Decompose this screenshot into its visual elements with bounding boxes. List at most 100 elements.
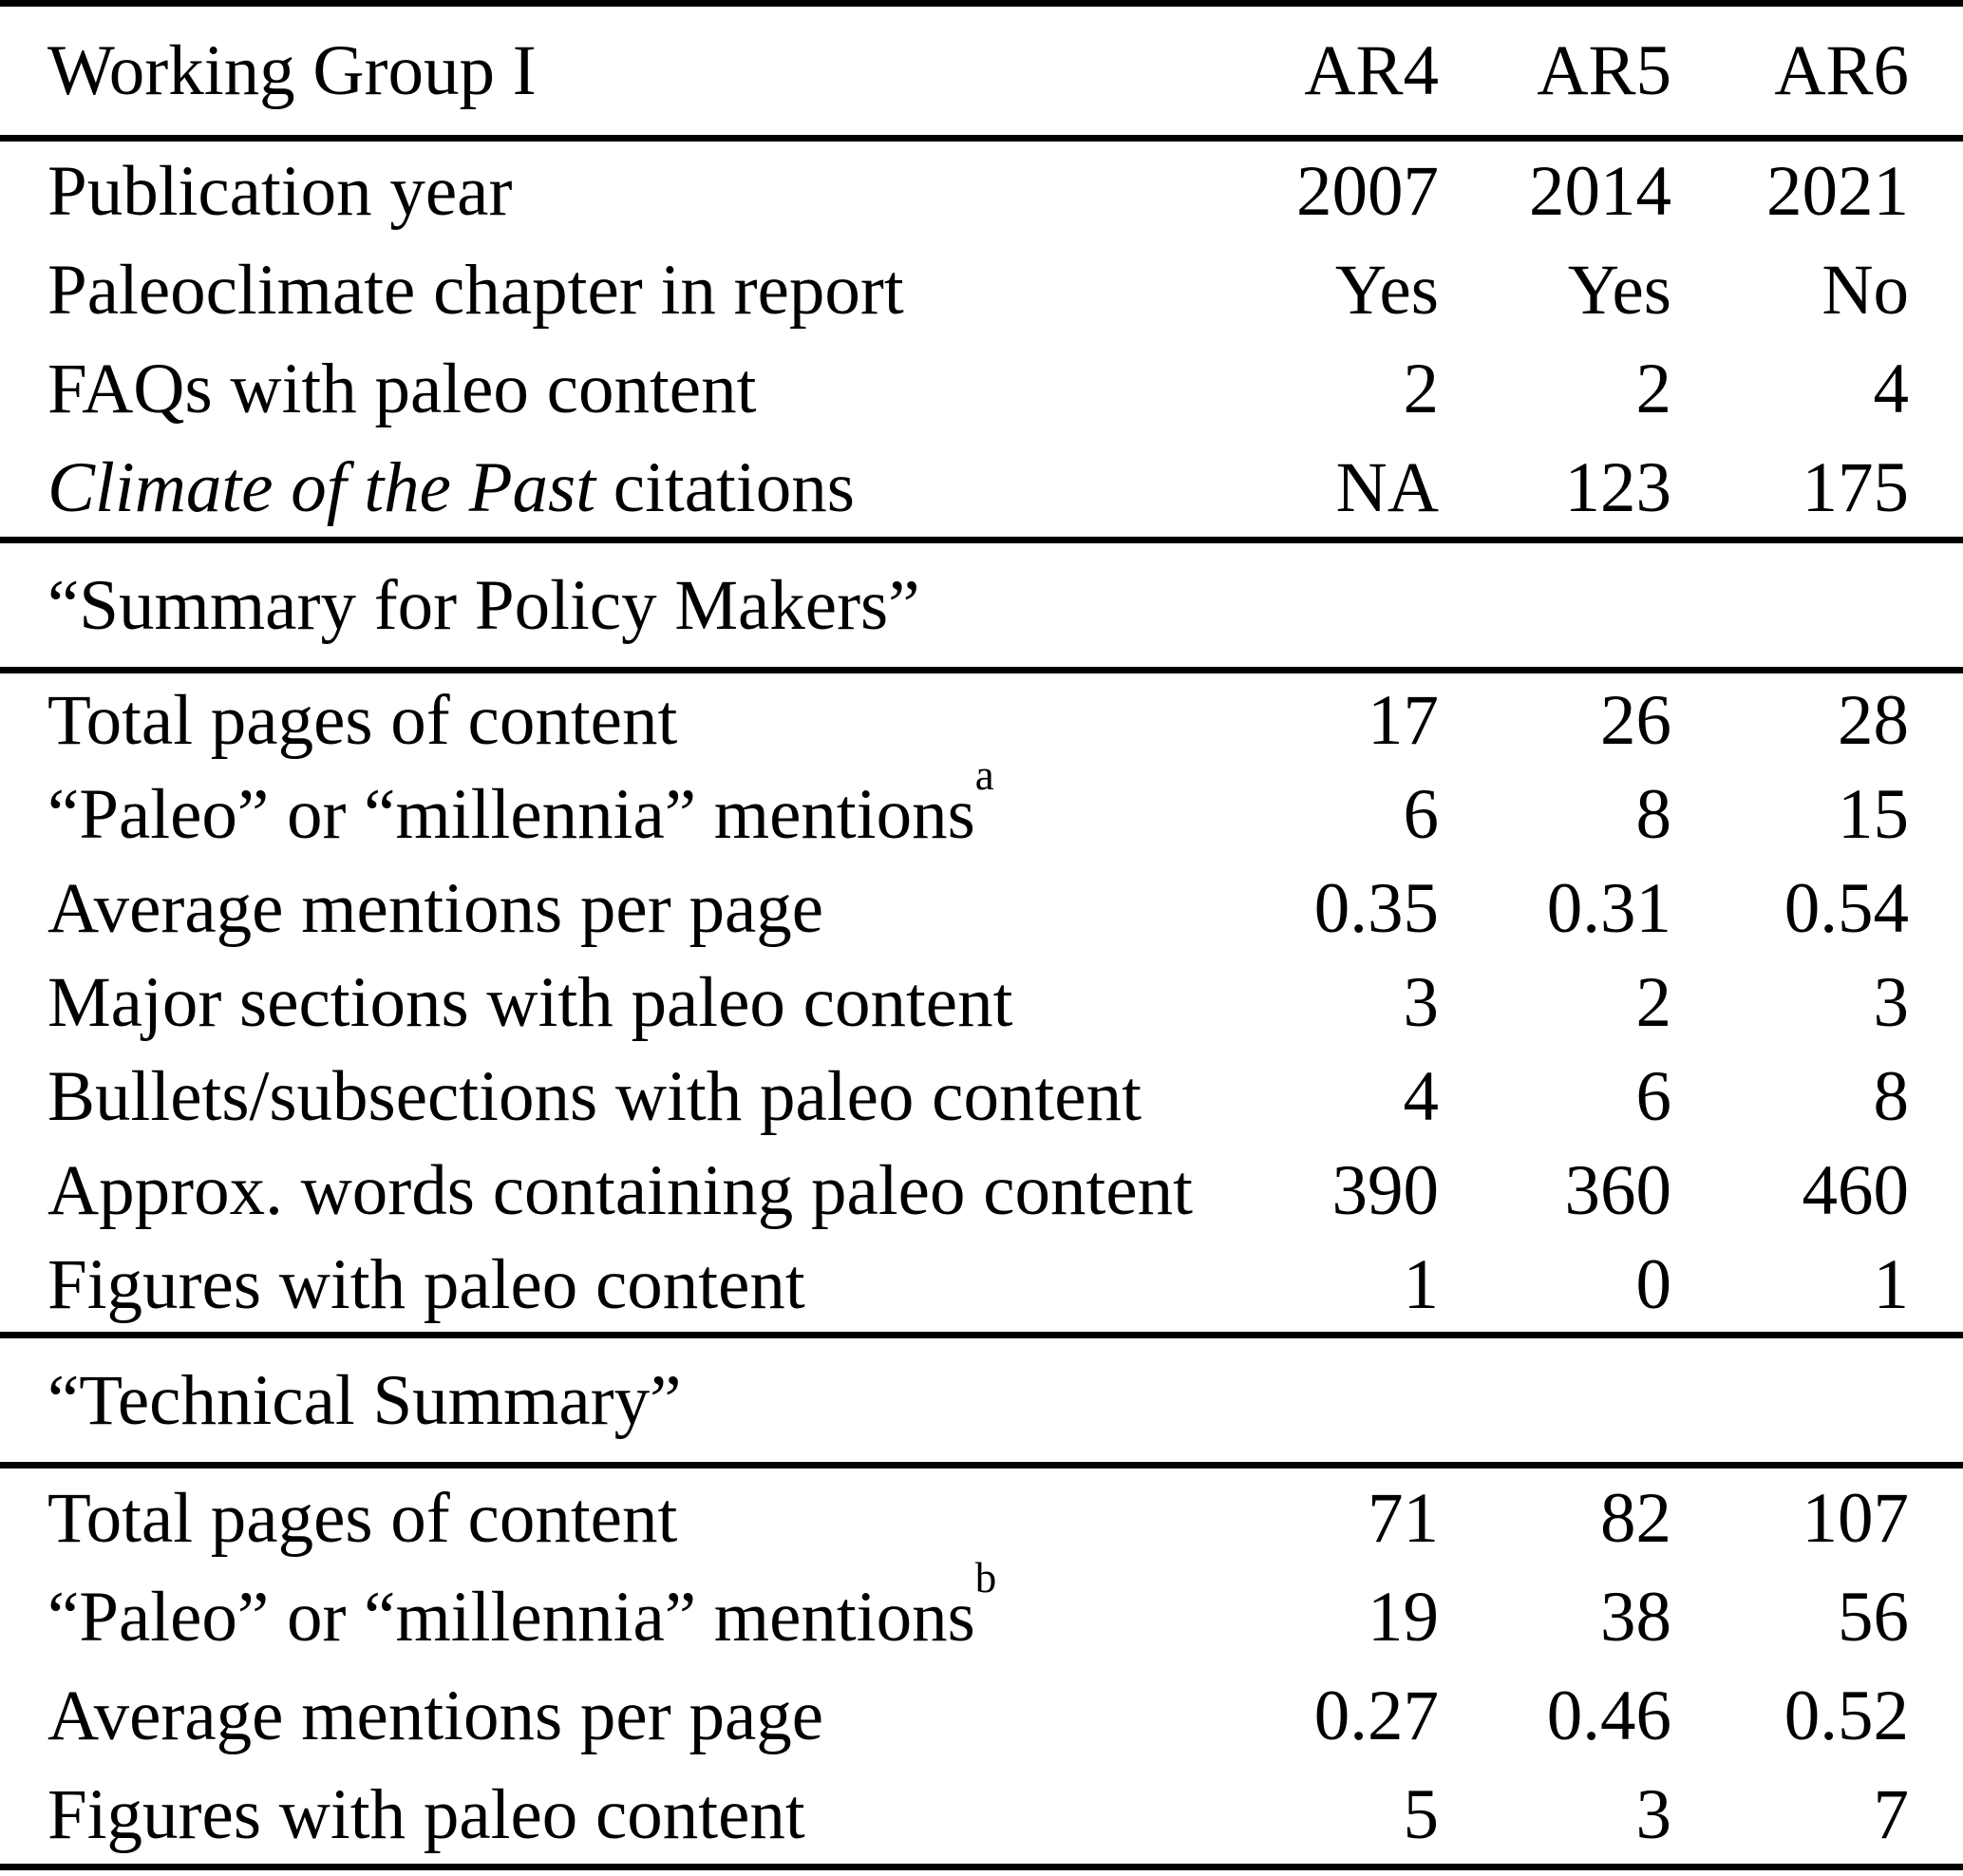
section-title: “Technical Summary”: [0, 1332, 1963, 1469]
table-row: Figures with paleo content 5 3 7: [0, 1765, 1963, 1867]
cell-value: 6: [1403, 775, 1440, 854]
row-label-text: Approx. words containing paleo content: [47, 1151, 1193, 1230]
row-label-text: Major sections with paleo content: [47, 963, 1013, 1042]
cell-value: 8: [1873, 1057, 1910, 1136]
column-header-ar4: AR4: [1205, 3, 1439, 142]
cell-value: Yes: [1567, 250, 1671, 330]
row-label: Climate of the Past citations: [0, 438, 1205, 540]
cell-value: 2007: [1296, 151, 1439, 231]
row-label-text: FAQs with paleo content: [47, 349, 757, 428]
cell-value: 2: [1635, 349, 1672, 428]
footnote-marker: b: [974, 1553, 997, 1601]
cell-value: 2021: [1766, 151, 1909, 231]
cell-value: 0.27: [1313, 1676, 1439, 1755]
row-label-text: Total pages of content: [47, 1478, 678, 1558]
row-label: Major sections with paleo content: [0, 956, 1205, 1050]
cell-value: 0.46: [1546, 1676, 1671, 1755]
cell-value: 0.31: [1546, 869, 1671, 948]
table-row: Average mentions per page 0.27 0.46 0.52: [0, 1666, 1963, 1765]
table-body: Publication year 2007 2 0 1 4 2021 Paleoclimate…: [0, 139, 1963, 1867]
row-label-text: citations: [595, 447, 855, 527]
section-row: “Summary for Policy Makers”: [0, 537, 1963, 673]
row-label-text: Figures with paleo content: [47, 1245, 805, 1324]
cell-value: 0.52: [1784, 1676, 1909, 1755]
row-label: Approx. words containing paleo content: [0, 1144, 1205, 1238]
row-label-text: “Paleo” or “millennia” mentions: [47, 1577, 975, 1657]
cell-value: 5: [1403, 1774, 1440, 1854]
table-row: FAQs with paleo content 2 2 4: [0, 339, 1963, 438]
cell-value: 2: [1403, 349, 1440, 428]
cell-value: 15: [1838, 775, 1909, 854]
cell-value: Yes: [1334, 250, 1439, 330]
row-label: Figures with paleo content: [0, 1765, 1205, 1867]
cell-value: 4: [1873, 349, 1910, 428]
table-row: Total pages of content 71 82 107: [0, 1466, 1963, 1568]
cell-value: 3: [1403, 963, 1440, 1042]
cell-value: 2: [1635, 963, 1672, 1042]
cell-value: 6: [1635, 1057, 1672, 1136]
cell-value: 0.35: [1313, 869, 1439, 948]
cell-value: 123: [1564, 447, 1672, 527]
row-label: Total pages of content: [0, 1466, 1205, 1568]
section-row: “Technical Summary”: [0, 1332, 1963, 1469]
row-label-text: Paleoclimate chapter in report: [47, 250, 904, 330]
cell-value: 1: [1403, 1245, 1440, 1324]
cell-value: 360: [1564, 1151, 1672, 1230]
cell-value: 0: [1635, 1245, 1672, 1324]
cell-value: NA: [1335, 447, 1439, 527]
cell-value: 3: [1873, 963, 1910, 1042]
table-row: Bullets/subsections with paleo content 4 6…: [0, 1050, 1963, 1144]
table-row: “Paleo” or “millennia” mentionsa 6 8 15: [0, 754, 1963, 862]
cell-value: 175: [1802, 447, 1910, 527]
row-label: “Paleo” or “millennia” mentionsa: [0, 754, 1205, 862]
journal-name-italic: Climate of the Past: [47, 447, 596, 527]
row-label: Total pages of content: [0, 671, 1205, 768]
row-label: Publication year: [0, 139, 1205, 241]
footnote-marker: a: [974, 751, 994, 800]
table-row: Major sections with paleo content 3 2 3: [0, 956, 1963, 1050]
row-label: Average mentions per page: [0, 1666, 1205, 1765]
column-header-ar5: AR5: [1439, 3, 1671, 142]
cell-value: 1: [1873, 1245, 1910, 1324]
cell-value: 28: [1838, 681, 1909, 760]
cell-value: 38: [1600, 1577, 1671, 1657]
table-row: Approx. words containing paleo content 39…: [0, 1144, 1963, 1238]
row-label-text: Average mentions per page: [47, 1676, 824, 1755]
row-label: Figures with paleo content: [0, 1238, 1205, 1336]
row-label-text: “Paleo” or “millennia” mentions: [47, 775, 975, 854]
cell-value: 460: [1802, 1151, 1910, 1230]
cell-value: 82: [1600, 1478, 1671, 1558]
cell-value: 19: [1368, 1577, 1439, 1657]
cell-value: 3: [1635, 1774, 1672, 1854]
column-header-ar6: AR6: [1671, 3, 1963, 142]
cell-value: 4: [1403, 1057, 1440, 1136]
header-row: Working Group I AR4 AR5 AR6: [0, 3, 1963, 142]
row-label: Paleoclimate chapter in report: [0, 240, 1205, 339]
cell-value: 7: [1873, 1774, 1910, 1854]
table-row: Paleoclimate chapter in report Yes Yes No: [0, 240, 1963, 339]
cell-value: 390: [1331, 1151, 1440, 1230]
cell-value: 26: [1600, 681, 1671, 760]
table-row: Climate of the Past citations NA 123 175: [0, 438, 1963, 540]
cell-value: 107: [1802, 1478, 1910, 1558]
table-row: Total pages of content 17 26 28: [0, 671, 1963, 768]
cell-value: 17: [1368, 681, 1439, 760]
row-label: “Paleo” or “millennia” mentionsb: [0, 1556, 1205, 1666]
row-label-text: Bullets/subsections with paleo content: [47, 1057, 1142, 1136]
row-label-text: Publication year: [47, 151, 513, 231]
cell-value: 0.54: [1784, 869, 1909, 948]
table-row: Average mentions per page 0.35 0.31 0.54: [0, 862, 1963, 956]
table-row: “Paleo” or “millennia” mentionsb 19 38 56: [0, 1556, 1963, 1666]
row-label: Bullets/subsections with paleo content: [0, 1050, 1205, 1144]
row-label: FAQs with paleo content: [0, 339, 1205, 438]
row-label-text: Average mentions per page: [47, 869, 824, 948]
table-title: Working Group I: [0, 3, 1205, 142]
cell-value: 8: [1635, 775, 1672, 854]
row-label: Average mentions per page: [0, 862, 1205, 956]
table-row: Figures with paleo content 1 0 1: [0, 1238, 1963, 1336]
section-title: “Summary for Policy Makers”: [0, 537, 1963, 673]
table-row: Publication year 2007 2014 2021: [0, 139, 1963, 241]
row-label-text: Total pages of content: [47, 681, 678, 760]
